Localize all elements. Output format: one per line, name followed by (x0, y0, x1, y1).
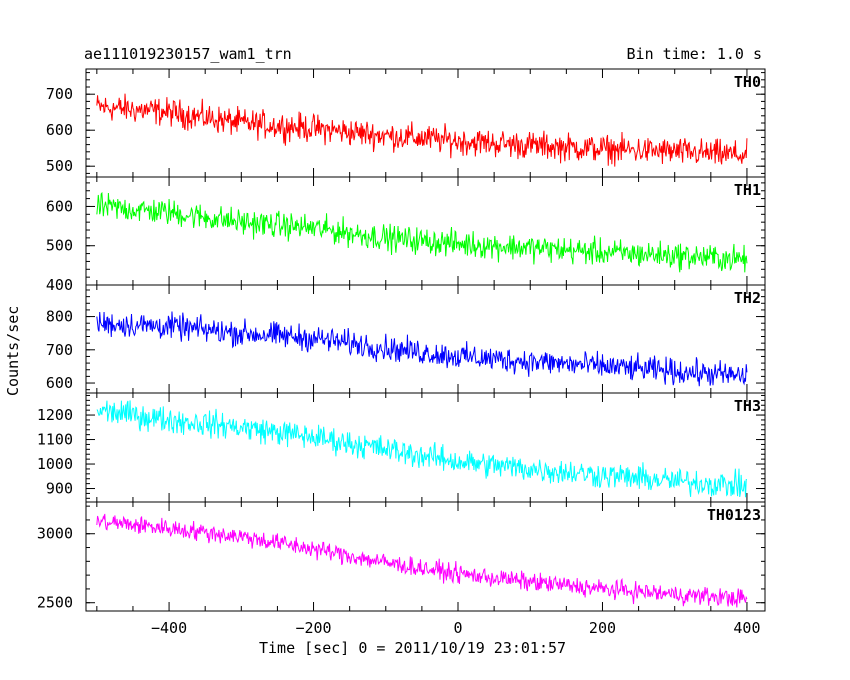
y-tick-label: 1000 (37, 455, 73, 473)
panel-frame-th2 (85, 284, 766, 394)
panel-frame-th3 (85, 392, 766, 503)
panel-label-th0123: TH0123 (707, 506, 761, 524)
y-tick-label: 600 (46, 121, 73, 139)
panel-frame-th0123 (85, 501, 766, 612)
panel-frame-th1 (85, 176, 766, 286)
bin-time-label: Bin time: 1.0 s (626, 45, 762, 63)
y-tick-label: 800 (46, 308, 73, 326)
y-tick-label: 600 (46, 197, 73, 215)
x-tick-label: 200 (589, 619, 616, 637)
y-tick-label: 2500 (37, 594, 73, 612)
y-tick-label: 1200 (37, 406, 73, 424)
y-tick-label: 1100 (37, 431, 73, 449)
series-th0123 (96, 513, 748, 608)
y-axis-label: Counts/sec (4, 305, 22, 396)
x-tick-label: 400 (733, 619, 760, 637)
series-th1 (96, 191, 748, 273)
y-tick-label: 700 (46, 341, 73, 359)
y-tick-label: 700 (46, 85, 73, 103)
x-tick-label: 0 (453, 619, 462, 637)
x-tick-label: −400 (151, 619, 187, 637)
y-tick-label: 600 (46, 374, 73, 392)
y-tick-label: 900 (46, 480, 73, 498)
panel-label-th3: TH3 (734, 397, 761, 415)
y-tick-label: 3000 (37, 525, 73, 543)
series-th0 (96, 93, 748, 167)
series-th3 (96, 400, 748, 498)
panel-label-th0: TH0 (734, 73, 761, 91)
y-tick-label: 500 (46, 157, 73, 175)
x-axis-label: Time [sec] 0 = 2011/10/19 23:01:57 (259, 639, 567, 657)
y-tick-label: 500 (46, 237, 73, 255)
panel-label-th2: TH2 (734, 289, 761, 307)
panel-label-th1: TH1 (734, 181, 761, 199)
chart-title: ae111019230157_wam1_trn (84, 45, 292, 63)
x-tick-label: −200 (295, 619, 331, 637)
series-th2 (96, 311, 748, 387)
y-tick-label: 400 (46, 276, 73, 294)
